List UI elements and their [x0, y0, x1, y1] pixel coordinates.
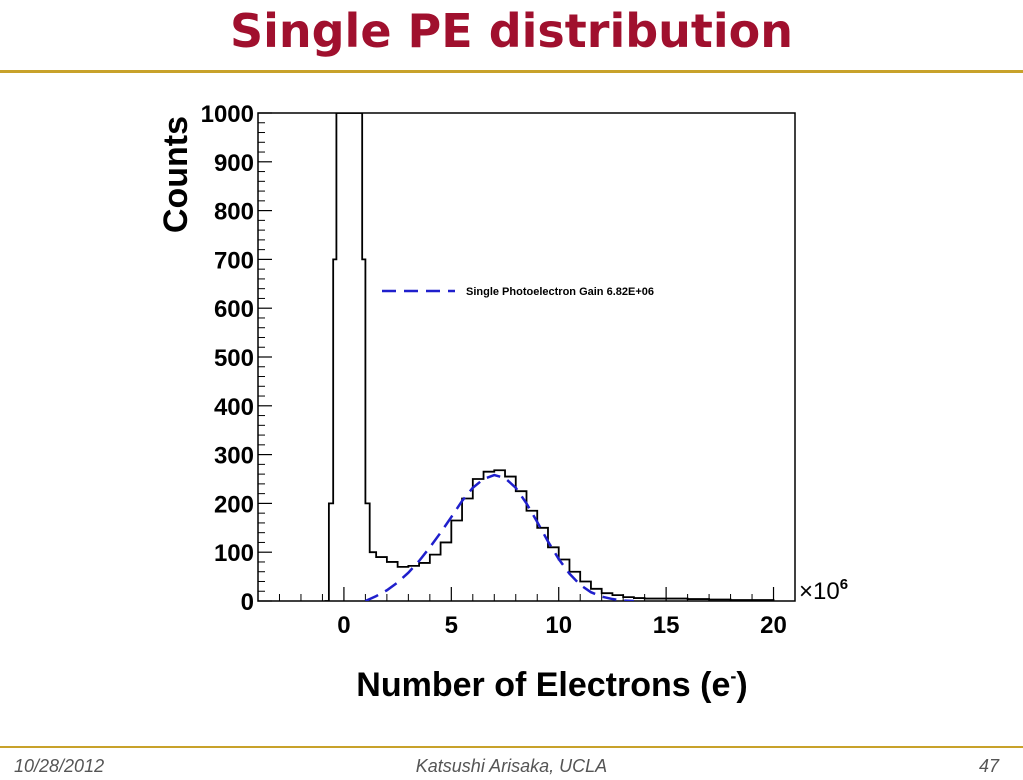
y-tick-label: 0: [241, 589, 254, 616]
y-tick-label: 900: [214, 150, 254, 177]
x-tick-label: 15: [653, 612, 680, 639]
y-tick-label: 1000: [201, 101, 254, 128]
y-tick-label: 200: [214, 491, 254, 518]
y-tick-label: 300: [214, 443, 254, 470]
plot-frame: [257, 112, 796, 602]
x-tick-label: 20: [760, 612, 787, 639]
x-tick-label: 5: [445, 612, 458, 639]
y-tick-label: 800: [214, 199, 254, 226]
fit-curve: [364, 473, 634, 601]
footer-divider: [0, 746, 1023, 748]
y-axis-title: Counts: [157, 116, 195, 233]
y-tick-label: 400: [214, 394, 254, 421]
footer-author: Katsushi Arisaka, UCLA: [415, 756, 608, 776]
y-tick-label: 100: [214, 540, 254, 567]
footer-date: 10/28/2012: [14, 756, 105, 776]
x-tick-label: 10: [545, 612, 572, 639]
x-multiplier-label: ×106: [799, 576, 848, 605]
footer-page-number: 47: [978, 756, 999, 776]
title-divider: [0, 70, 1023, 73]
legend-label: Single Photoelectron Gain 6.82E+06: [466, 286, 654, 298]
x-axis-title: Number of Electrons (e-): [356, 666, 747, 704]
y-tick-label: 700: [214, 247, 254, 274]
y-tick-label: 500: [214, 345, 254, 372]
y-tick-label: 600: [214, 296, 254, 323]
histogram-line: [324, 113, 775, 601]
x-tick-label: 0: [337, 612, 350, 639]
slide-title: Single PE distribution: [229, 4, 793, 58]
